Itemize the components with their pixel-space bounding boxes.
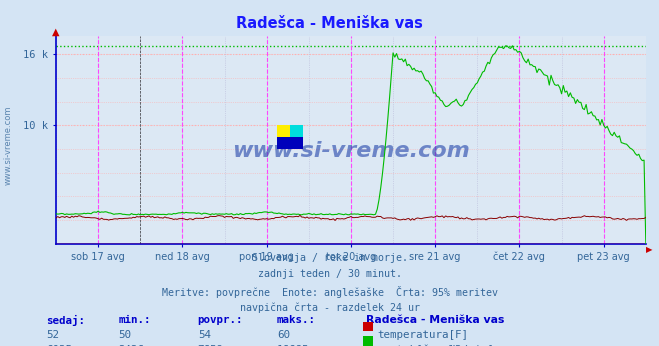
Text: 50: 50 — [119, 330, 132, 340]
Text: ▶: ▶ — [646, 245, 652, 254]
Text: 7659: 7659 — [198, 345, 223, 346]
Text: 2426: 2426 — [119, 345, 144, 346]
Text: 16685: 16685 — [277, 345, 309, 346]
Text: 6035: 6035 — [46, 345, 72, 346]
Text: sedaj:: sedaj: — [46, 315, 85, 326]
Text: www.si-vreme.com: www.si-vreme.com — [4, 106, 13, 185]
Text: 52: 52 — [46, 330, 59, 340]
Text: 60: 60 — [277, 330, 290, 340]
Text: povpr.:: povpr.: — [198, 315, 243, 325]
Text: Radešca - Meniška vas: Radešca - Meniška vas — [366, 315, 504, 325]
Text: ▲: ▲ — [52, 26, 60, 36]
Text: www.si-vreme.com: www.si-vreme.com — [232, 140, 470, 161]
Text: pretok[čeveľ3/min]: pretok[čeveľ3/min] — [377, 345, 494, 346]
Text: 54: 54 — [198, 330, 211, 340]
Text: temperatura[F]: temperatura[F] — [377, 330, 468, 340]
Text: min.:: min.: — [119, 315, 151, 325]
Text: Meritve: povprečne  Enote: anglešaške  Črta: 95% meritev: Meritve: povprečne Enote: anglešaške Črt… — [161, 286, 498, 298]
Text: maks.:: maks.: — [277, 315, 316, 325]
Text: Slovenija / reke in morje.: Slovenija / reke in morje. — [252, 253, 407, 263]
Text: Radešca - Meniška vas: Radešca - Meniška vas — [236, 16, 423, 30]
Text: navpična črta - razdelek 24 ur: navpična črta - razdelek 24 ur — [239, 302, 420, 313]
Text: zadnji teden / 30 minut.: zadnji teden / 30 minut. — [258, 269, 401, 279]
